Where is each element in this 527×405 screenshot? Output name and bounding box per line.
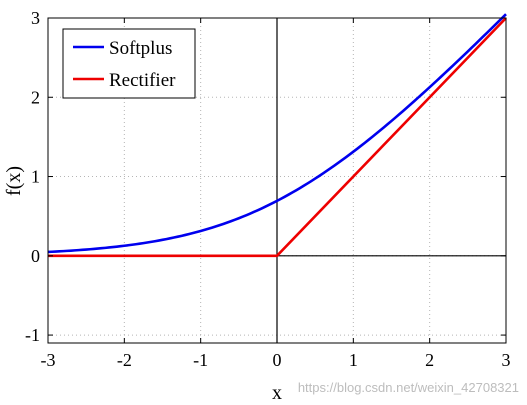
legend-label-rectifier: Rectifier bbox=[109, 70, 176, 91]
x-tick-label: 0 bbox=[273, 350, 282, 370]
y-tick-label: 1 bbox=[31, 167, 40, 187]
x-tick-label: -1 bbox=[193, 350, 208, 370]
y-tick-label: -1 bbox=[25, 325, 40, 345]
series-line-rectifier bbox=[48, 17, 507, 258]
legend-box bbox=[62, 28, 196, 99]
x-tick-label: 3 bbox=[502, 350, 511, 370]
x-tick-label: -2 bbox=[117, 350, 132, 370]
y-axis-label: f(x) bbox=[3, 166, 25, 196]
x-axis-label: x bbox=[272, 382, 282, 404]
y-tick-label: 0 bbox=[31, 246, 40, 266]
watermark: https://blog.csdn.net/weixin_42708321 bbox=[298, 380, 519, 395]
x-tick-label: 1 bbox=[349, 350, 358, 370]
axis-ticks: -3 -2 -1 0 1 2 3 -1 0 1 2 3 bbox=[25, 8, 511, 370]
legend-label-softplus: Softplus bbox=[109, 38, 172, 59]
legend: Softplus Rectifier bbox=[62, 28, 196, 99]
series-line-softplus bbox=[47, 13, 507, 254]
x-tick-label: -3 bbox=[41, 350, 56, 370]
y-tick-label: 2 bbox=[31, 87, 40, 107]
x-tick-label: 2 bbox=[425, 350, 434, 370]
series-layer bbox=[47, 13, 507, 258]
y-tick-label: 3 bbox=[31, 8, 40, 28]
